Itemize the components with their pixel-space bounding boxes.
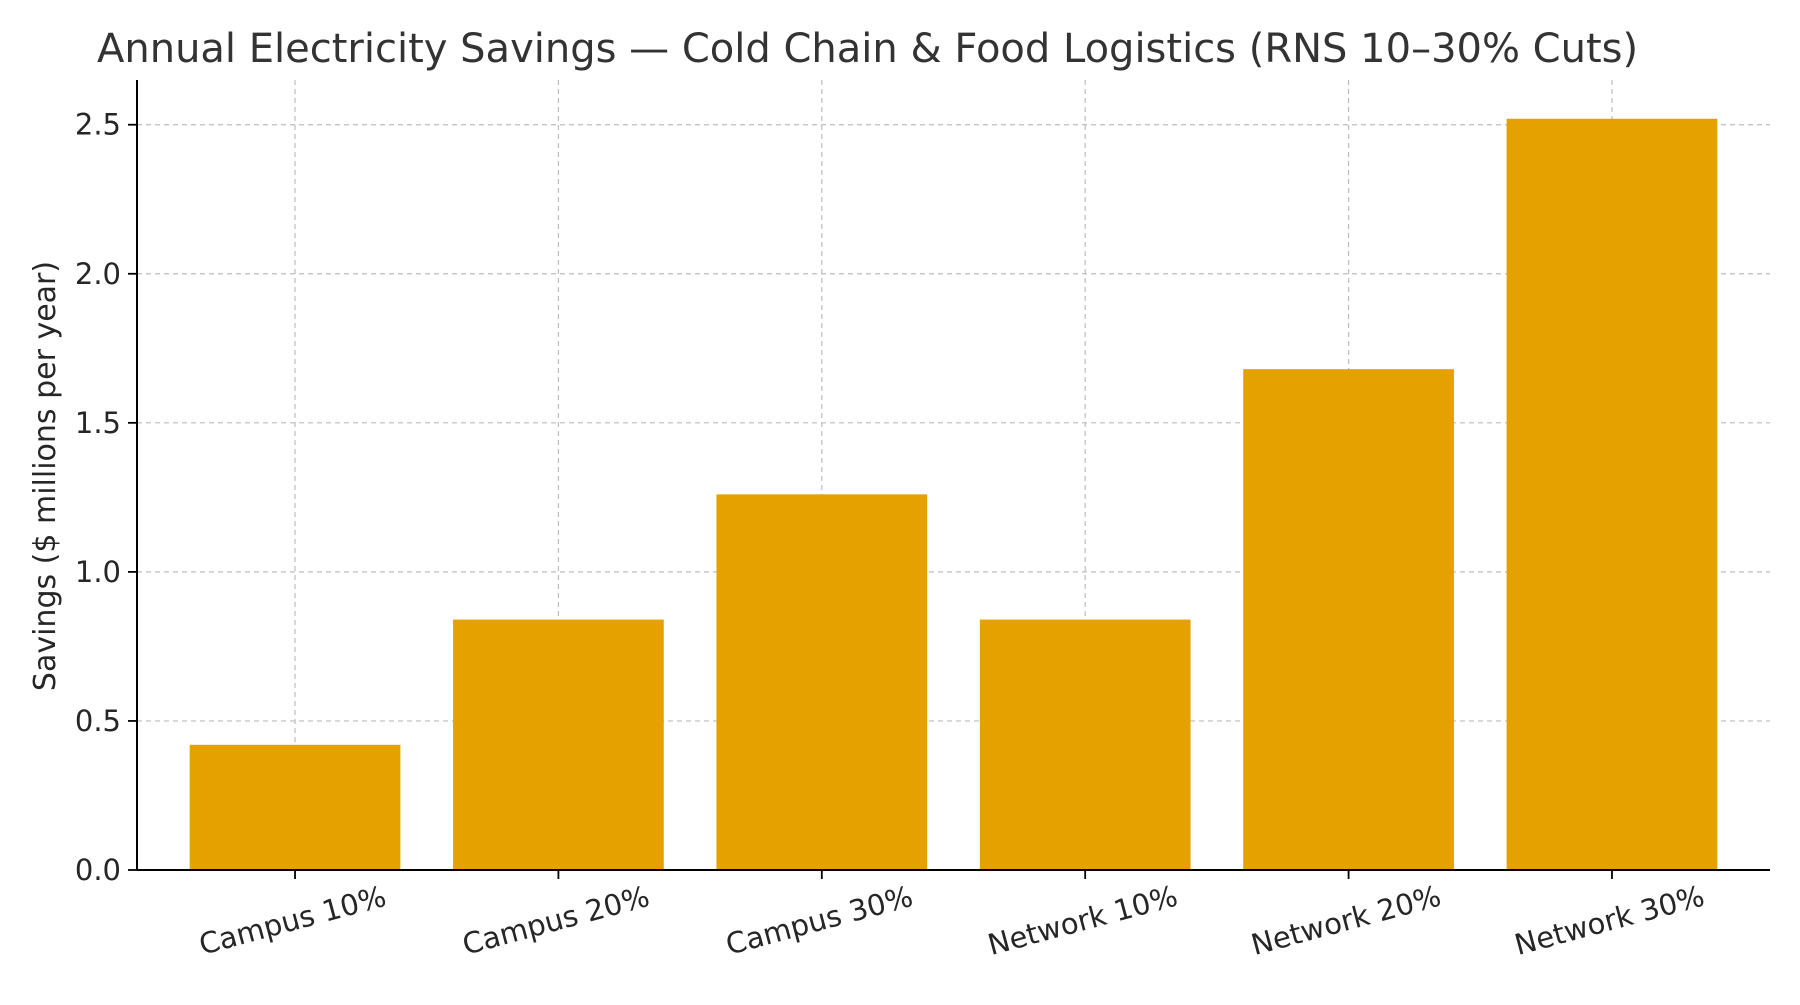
y-tick-label: 1.0	[75, 555, 121, 589]
bar-layer	[189, 118, 1718, 871]
x-tick-label: Campus 10%	[195, 879, 389, 961]
x-tick-label: Campus 30%	[722, 879, 916, 961]
x-tick-label: Network 30%	[1511, 879, 1708, 962]
y-tick-label: 2.5	[75, 108, 121, 142]
y-tick-label: 2.0	[75, 257, 121, 291]
x-tick-label: Network 20%	[1248, 879, 1445, 962]
chart-title: Annual Electricity Savings — Cold Chain …	[97, 26, 1638, 72]
bar-campus-20	[453, 619, 664, 870]
y-tick-label: 0.5	[75, 704, 121, 738]
y-axis-label: Savings ($ millions per year)	[28, 261, 63, 691]
x-tick-label: Campus 20%	[459, 879, 653, 961]
x-tick-label: Network 10%	[984, 879, 1181, 962]
bar-campus-10	[189, 744, 401, 870]
axis-layer	[128, 80, 1770, 879]
y-tick-label: 1.5	[75, 406, 121, 440]
bar-network-20	[1243, 369, 1454, 870]
bar-network-10	[979, 619, 1191, 870]
bar-campus-30	[716, 494, 928, 870]
y-tick-label: 0.0	[75, 853, 121, 887]
bar-network-30	[1506, 118, 1718, 871]
